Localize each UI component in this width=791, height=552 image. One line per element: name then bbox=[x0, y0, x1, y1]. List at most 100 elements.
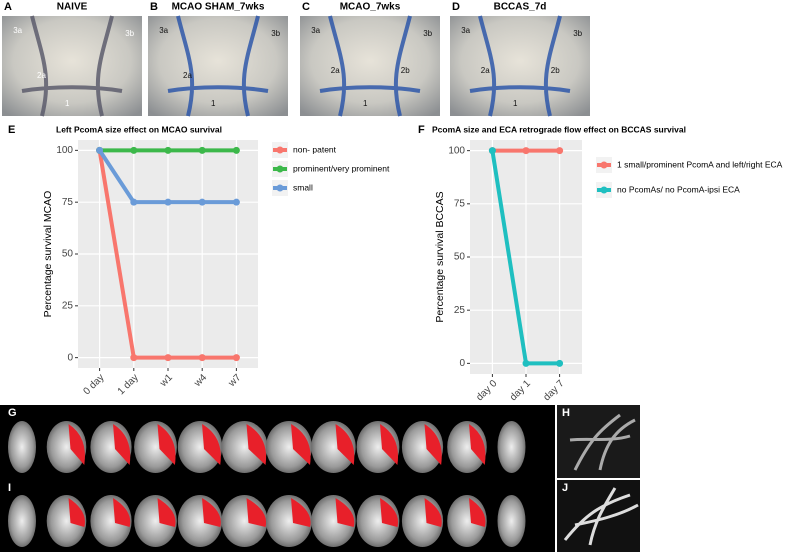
lesion bbox=[424, 424, 442, 465]
panel-label: J bbox=[562, 482, 568, 494]
legend-label: no PcomAs/ no PcomA-ipsi ECA bbox=[617, 184, 740, 194]
x-tick-label: w1 bbox=[157, 372, 175, 390]
panel-label: A bbox=[4, 1, 12, 13]
vessels bbox=[319, 15, 421, 117]
panel-title: NAIVE bbox=[57, 2, 88, 13]
lesion bbox=[246, 424, 267, 465]
photo-marker: 1 bbox=[513, 99, 518, 108]
vessels bbox=[21, 15, 123, 117]
point bbox=[488, 147, 496, 155]
photo bbox=[300, 16, 440, 116]
panel-label: B bbox=[150, 1, 158, 13]
y-tick-label: 75 bbox=[454, 198, 466, 209]
x-tick-label: 0 day bbox=[82, 372, 107, 397]
x-tick-label: day 7 bbox=[542, 378, 567, 403]
brain-slice bbox=[497, 421, 526, 473]
panel-label: H bbox=[562, 407, 570, 419]
x-tick-label: w7 bbox=[226, 372, 244, 390]
panel-label: D bbox=[452, 1, 460, 13]
lesion bbox=[68, 498, 85, 527]
x-tick-label: w4 bbox=[192, 372, 210, 390]
y-axis-label: Percentage survival BCCAS bbox=[434, 191, 446, 322]
legend-point bbox=[600, 161, 608, 169]
lesion bbox=[246, 498, 267, 527]
x-tick-label: day 0 bbox=[474, 378, 499, 403]
lesion bbox=[157, 424, 176, 465]
vessels bbox=[167, 15, 269, 117]
photo-marker: 2a bbox=[37, 71, 46, 80]
lesion bbox=[335, 424, 355, 465]
photo-marker: 1 bbox=[65, 99, 70, 108]
y-axis-label: Percentage survival MCAO bbox=[42, 191, 54, 318]
photo-marker: 2a bbox=[183, 71, 192, 80]
lesion bbox=[113, 498, 131, 527]
point bbox=[232, 146, 240, 154]
legend-point bbox=[276, 165, 284, 173]
point bbox=[232, 198, 240, 206]
photo-marker: 1 bbox=[211, 99, 216, 108]
panel-label: G bbox=[8, 407, 17, 419]
photo-marker: 1 bbox=[363, 99, 368, 108]
photo-marker: 3a bbox=[159, 26, 168, 35]
lesion bbox=[157, 498, 176, 527]
lesion bbox=[469, 424, 486, 465]
photo bbox=[450, 16, 590, 116]
panel-title: MCAO_7wks bbox=[340, 2, 401, 13]
point bbox=[96, 146, 104, 154]
panel-label: E bbox=[8, 124, 15, 136]
point bbox=[198, 354, 206, 362]
point bbox=[198, 198, 206, 206]
y-tick-label: 0 bbox=[459, 358, 465, 369]
y-tick-label: 25 bbox=[62, 300, 74, 311]
y-tick-label: 75 bbox=[62, 197, 74, 208]
photo-marker: 3b bbox=[271, 29, 280, 38]
panel-label: C bbox=[302, 1, 310, 13]
lesion bbox=[202, 424, 221, 465]
lesion bbox=[291, 498, 311, 527]
legend-label: prominent/very prominent bbox=[293, 163, 390, 173]
angiogram-h bbox=[557, 405, 640, 478]
y-tick-label: 25 bbox=[454, 305, 466, 316]
brain-slice bbox=[497, 495, 526, 547]
lesion bbox=[335, 498, 355, 527]
chart-title: Left PcomA size effect on MCAO survival bbox=[56, 124, 222, 134]
y-tick-label: 50 bbox=[454, 252, 466, 263]
lesion bbox=[113, 424, 131, 465]
lesion bbox=[380, 424, 399, 465]
point bbox=[556, 147, 564, 155]
lesion bbox=[202, 498, 221, 527]
point bbox=[556, 359, 564, 367]
y-tick-label: 0 bbox=[67, 352, 73, 363]
photo bbox=[148, 16, 288, 116]
x-tick-label: 1 day bbox=[116, 372, 141, 397]
photo-marker: 2b bbox=[551, 66, 560, 75]
photo-marker: 3a bbox=[311, 26, 320, 35]
point bbox=[130, 354, 138, 362]
point bbox=[522, 147, 530, 155]
panel-label: F bbox=[418, 124, 425, 136]
legend-label: 1 small/prominent PcomA and left/right E… bbox=[617, 159, 783, 169]
point bbox=[164, 354, 172, 362]
y-tick-label: 100 bbox=[56, 145, 73, 156]
point bbox=[130, 146, 138, 154]
photo-marker: 3b bbox=[573, 29, 582, 38]
point bbox=[522, 359, 530, 367]
photo-marker: 3a bbox=[13, 26, 22, 35]
vessels bbox=[569, 413, 636, 471]
point bbox=[164, 198, 172, 206]
lesion bbox=[469, 498, 486, 527]
brain-slice bbox=[8, 421, 36, 473]
photo-marker: 3b bbox=[125, 29, 134, 38]
photo-marker: 2a bbox=[481, 66, 490, 75]
legend-point bbox=[276, 146, 284, 154]
photo-marker: 3a bbox=[461, 26, 470, 35]
y-tick-label: 100 bbox=[448, 145, 465, 156]
panel-title: MCAO SHAM_7wks bbox=[172, 2, 265, 13]
point bbox=[164, 146, 172, 154]
point bbox=[232, 354, 240, 362]
point bbox=[198, 146, 206, 154]
legend-point bbox=[276, 184, 284, 192]
lesion bbox=[424, 498, 442, 527]
legend-label: non- patent bbox=[293, 144, 337, 154]
